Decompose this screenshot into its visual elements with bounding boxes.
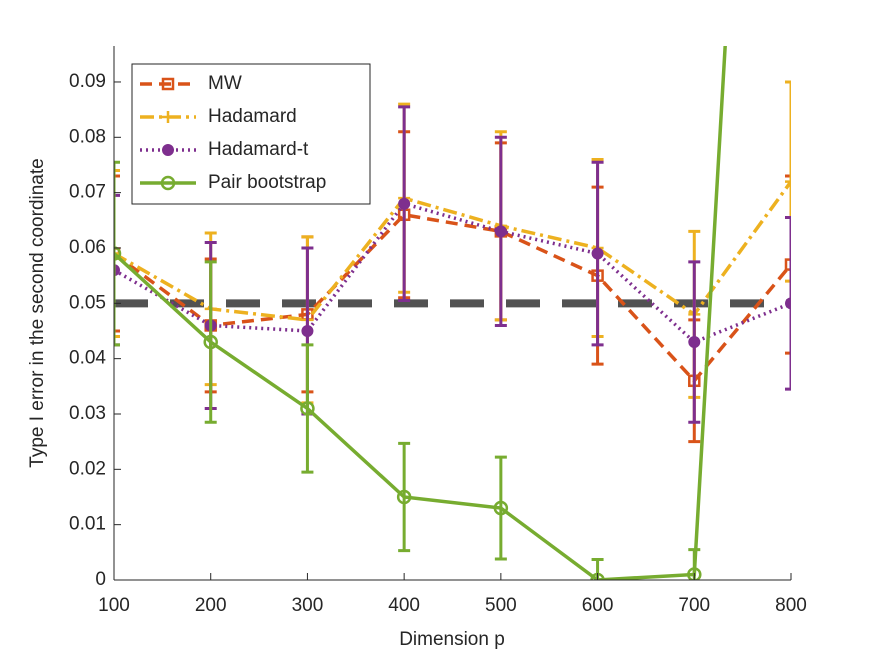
error-bar xyxy=(301,343,314,474)
error-bar xyxy=(785,80,791,283)
marker xyxy=(396,489,412,505)
error-bar xyxy=(785,216,791,391)
x-tick-label: 200 xyxy=(195,595,227,616)
x-tick-label: 700 xyxy=(678,595,710,616)
marker xyxy=(203,334,218,350)
y-tick-label: 0.03 xyxy=(69,403,106,424)
series-line xyxy=(114,201,791,345)
y-tick-label: 0.06 xyxy=(69,237,106,258)
y-tick-label: 0.08 xyxy=(69,126,106,147)
x-tick-label: 800 xyxy=(775,595,807,616)
error-bar xyxy=(591,558,604,580)
marker xyxy=(688,336,701,349)
x-axis-label: Dimension p xyxy=(399,629,505,650)
error-bar xyxy=(494,455,507,561)
marker xyxy=(114,247,120,260)
marker xyxy=(785,297,791,310)
error-bar xyxy=(204,260,217,424)
series-line xyxy=(114,212,791,384)
y-tick-label: 0.05 xyxy=(69,292,106,313)
legend-marker xyxy=(160,175,176,191)
y-tick-label: 0.09 xyxy=(69,71,106,92)
legend-box xyxy=(131,63,371,205)
x-tick-label: 500 xyxy=(485,595,517,616)
marker xyxy=(300,401,315,416)
series-line xyxy=(114,46,727,580)
legend-label: MW xyxy=(208,73,242,94)
y-tick-label: 0.04 xyxy=(69,348,106,369)
marker xyxy=(301,324,314,337)
x-tick-label: 400 xyxy=(388,595,420,616)
x-tick-label: 100 xyxy=(98,595,130,616)
error-bar xyxy=(114,169,120,339)
y-tick-label: 0 xyxy=(95,569,106,590)
error-bar xyxy=(114,160,120,347)
legend-label: Hadamard-t xyxy=(208,139,309,160)
x-tick-label: 600 xyxy=(582,595,614,616)
error-bar xyxy=(785,174,791,355)
x-tick-label: 300 xyxy=(292,595,324,616)
series-line xyxy=(114,180,791,322)
legend-label: Hadamard xyxy=(208,106,297,127)
error-bar xyxy=(398,441,411,553)
y-tick-label: 0.07 xyxy=(69,182,106,203)
legend-marker xyxy=(162,144,174,156)
error-bar xyxy=(114,174,120,333)
marker xyxy=(493,500,509,516)
legend-label: Pair bootstrap xyxy=(208,172,326,193)
marker xyxy=(114,246,122,261)
marker xyxy=(687,567,702,580)
marker xyxy=(785,175,791,188)
y-tick-label: 0.01 xyxy=(69,514,106,535)
marker xyxy=(398,197,411,210)
marker xyxy=(591,247,604,260)
legend-marker xyxy=(162,111,174,123)
y-axis-label: Type I error in the second coordinate xyxy=(27,158,48,467)
marker xyxy=(784,258,791,271)
legend-marker xyxy=(161,77,175,91)
plot-area xyxy=(114,46,791,580)
marker xyxy=(494,225,507,238)
y-tick-label: 0.02 xyxy=(69,458,106,479)
